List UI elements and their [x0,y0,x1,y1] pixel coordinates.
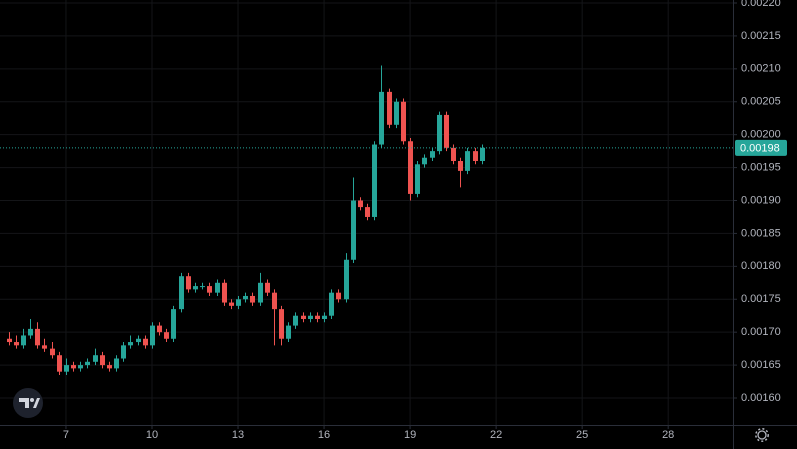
y-tick-label: 0.00205 [741,96,781,108]
candle-body [372,144,377,217]
candle-body [322,315,327,320]
candle-body [150,325,155,346]
candle-body [258,282,263,303]
candle-body [114,358,119,369]
candle-body [301,315,306,320]
x-tick-label: 7 [63,429,69,441]
y-tick-label: 0.00215 [741,30,781,42]
candle-body [379,91,384,145]
logo[interactable] [13,388,43,418]
candle-body [207,286,212,293]
y-tick-label: 0.00180 [741,260,781,272]
y-tick-label: 0.00175 [741,293,781,305]
candle-body [71,365,76,369]
candle-body [236,299,241,306]
candle-body [136,338,141,343]
candle-body [444,114,449,148]
candles [7,65,485,375]
x-tick-label: 19 [404,429,416,441]
x-tick-label: 10 [146,429,158,441]
candle-body [57,355,62,372]
candle-body [351,200,356,260]
grid [0,0,733,425]
candle-body [430,151,435,158]
candle-body [222,282,227,303]
candle-body [394,101,399,125]
candle-body [200,286,205,288]
candle-body [107,365,112,369]
y-tick-label: 0.00190 [741,194,781,206]
candle-body [100,355,105,366]
x-tick-label: 22 [490,429,502,441]
candle-body [64,365,69,372]
candle-body [279,309,284,339]
x-tick-label: 25 [576,429,588,441]
candle-body [365,207,370,217]
candle-body [308,315,313,320]
candle-body [465,151,470,171]
candle-body [401,101,406,142]
settings-icon[interactable] [755,428,769,442]
candle-body [171,309,176,339]
candle-body [35,328,40,346]
candle-body [85,361,90,366]
candle-body [14,342,19,346]
x-tick-label: 13 [232,429,244,441]
candle-body [164,332,169,339]
candle-body [157,325,162,333]
candle-body [329,292,334,316]
candle-body [179,276,184,310]
candle-body [143,338,148,346]
candle-body [387,91,392,125]
candle-body [42,345,47,349]
y-tick-label: 0.00160 [741,392,781,404]
candle-body [422,157,427,165]
candle-body [229,302,234,306]
last-price-tag [735,139,787,156]
y-tick-label: 0.00195 [741,161,781,173]
candle-body [286,325,291,339]
candle-body [344,259,349,300]
candle-body [193,286,198,290]
candle-body [215,282,220,293]
candle-body [93,355,98,362]
candle-body [473,151,478,162]
candle-body [293,315,298,326]
candle-body [265,282,270,293]
candle-body [437,114,442,152]
candle-body [408,141,413,194]
candle-body [415,164,420,194]
candle-body [480,147,485,162]
candle-body [186,276,191,290]
last-price-label: 0.00198 [740,143,780,155]
candle-body [243,295,248,300]
candle-body [458,161,463,171]
candle-body [28,328,33,336]
x-tick-label: 16 [318,429,330,441]
candle-body [358,200,363,208]
candle-body [336,292,341,300]
candle-body [7,338,12,343]
candle-body [315,315,320,320]
y-tick-label: 0.00170 [741,326,781,338]
candle-body [451,147,456,162]
candle-body [128,342,133,346]
y-tick-label: 0.00165 [741,359,781,371]
candle-body [250,295,255,303]
y-tick-label: 0.00185 [741,227,781,239]
candle-body [272,292,277,310]
y-tick-label: 0.00220 [741,0,781,9]
candle-body [21,335,26,346]
y-tick-label: 0.00200 [741,129,781,141]
candle-body [121,345,126,359]
y-tick-label: 0.00210 [741,63,781,75]
candle-body [50,348,55,356]
x-tick-label: 28 [662,429,674,441]
candle-body [78,365,83,369]
